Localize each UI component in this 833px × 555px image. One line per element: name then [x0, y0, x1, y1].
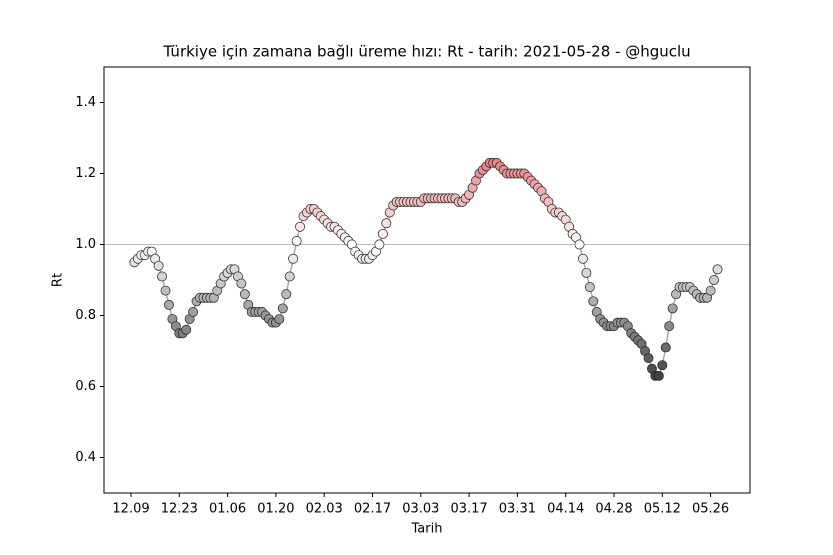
x-tick-label: 03.31 — [499, 502, 536, 517]
data-point — [643, 353, 654, 364]
x-tick-label: 01.20 — [257, 502, 294, 517]
x-axis-label: Tarih — [411, 522, 443, 537]
data-point — [153, 260, 164, 271]
data-point — [709, 275, 720, 285]
data-point — [281, 289, 292, 300]
y-tick-label: 1.0 — [75, 237, 96, 252]
x-tick-label: 04.28 — [595, 502, 632, 517]
y-tick-label: 0.4 — [75, 450, 96, 465]
data-point — [381, 218, 392, 229]
data-point — [705, 285, 716, 296]
data-point — [295, 221, 305, 232]
data-point — [657, 360, 668, 371]
data-point — [712, 264, 723, 275]
x-tick-label: 03.17 — [450, 502, 487, 517]
x-tick-label: 05.26 — [692, 502, 729, 517]
chart-title: Türkiye için zamana bağlı üreme hızı: Rt… — [162, 43, 690, 61]
y-tick-label: 0.8 — [75, 308, 96, 323]
y-tick-label: 1.4 — [75, 95, 96, 110]
data-point — [664, 321, 675, 332]
data-point — [181, 324, 192, 335]
plot-frame — [103, 66, 751, 494]
x-tick-label: 04.14 — [547, 502, 584, 517]
data-point — [653, 370, 664, 381]
x-tick-label: 03.03 — [402, 502, 439, 517]
data-point — [288, 253, 299, 264]
x-tick-label: 12.23 — [161, 502, 198, 517]
data-point — [660, 342, 671, 353]
data-point — [291, 235, 302, 246]
data-point — [160, 285, 171, 296]
y-tick-label: 0.6 — [75, 379, 96, 394]
x-tick-label: 05.12 — [644, 502, 681, 517]
x-tick-label: 01.06 — [209, 502, 246, 517]
data-point — [574, 239, 585, 250]
data-point — [588, 296, 599, 307]
data-point — [277, 303, 288, 314]
data-point — [374, 239, 385, 250]
data-point — [578, 253, 588, 264]
data-point — [274, 314, 285, 324]
data-point — [239, 289, 250, 300]
data-point — [236, 278, 247, 289]
data-point — [163, 299, 174, 310]
x-tick-label: 12.09 — [112, 502, 149, 517]
y-tick-label: 1.2 — [75, 166, 96, 181]
data-point — [667, 303, 678, 314]
x-tick-label: 02.03 — [306, 502, 343, 517]
data-point — [581, 267, 592, 278]
data-point — [188, 307, 199, 317]
data-point — [377, 228, 388, 239]
data-point — [157, 271, 167, 282]
x-tick-label: 02.17 — [354, 502, 391, 517]
data-point — [284, 271, 295, 282]
data-point — [584, 282, 595, 293]
y-axis-label: Rt — [51, 273, 66, 287]
